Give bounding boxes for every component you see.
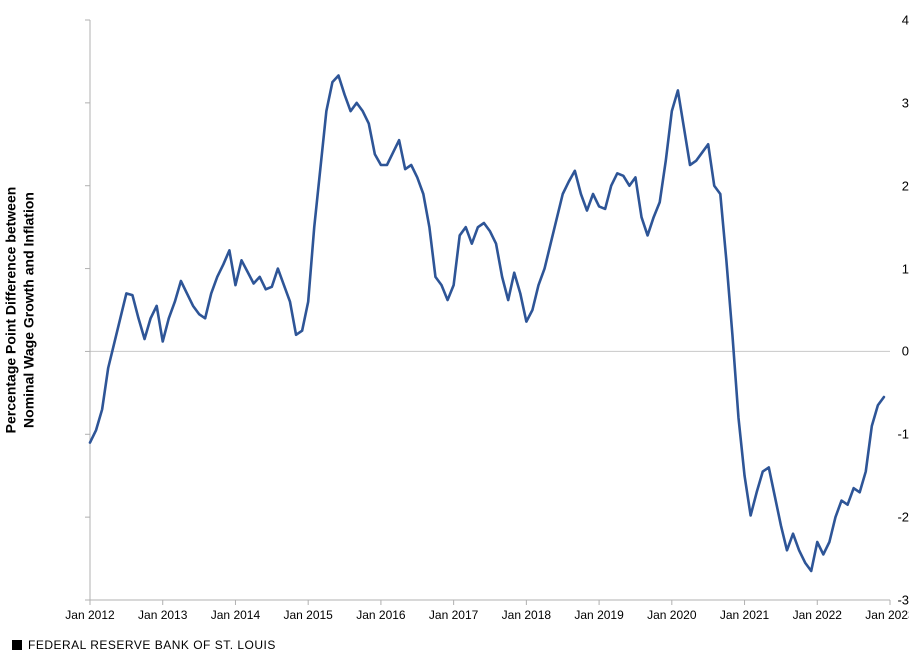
source-label: FEDERAL RESERVE BANK OF ST. LOUIS <box>12 638 276 652</box>
x-tick-label: Jan 2016 <box>356 608 405 622</box>
y-tick-label: 0 <box>831 344 909 359</box>
x-tick-label: Jan 2017 <box>429 608 478 622</box>
source-marker-icon <box>12 640 22 650</box>
y-tick-label: -1 <box>831 427 909 442</box>
x-tick-label: Jan 2019 <box>574 608 623 622</box>
x-tick-label: Jan 2021 <box>720 608 769 622</box>
y-tick-label: -2 <box>831 510 909 525</box>
chart-plot-svg <box>90 20 890 600</box>
x-tick-label: Jan 2018 <box>502 608 551 622</box>
x-tick-label: Jan 2020 <box>647 608 696 622</box>
x-tick-label: Jan 2015 <box>283 608 332 622</box>
y-axis-label: Percentage Point Difference between Nomi… <box>3 187 38 434</box>
x-tick-label: Jan 2022 <box>793 608 842 622</box>
y-tick-label: 3 <box>831 95 909 110</box>
x-tick-label: Jan 2023 <box>865 608 909 622</box>
y-tick-label: -3 <box>831 593 909 608</box>
y-tick-label: 1 <box>831 261 909 276</box>
x-tick-label: Jan 2013 <box>138 608 187 622</box>
source-text: FEDERAL RESERVE BANK OF ST. LOUIS <box>28 638 276 652</box>
x-tick-label: Jan 2012 <box>65 608 114 622</box>
data-line <box>90 76 884 571</box>
y-tick-label: 4 <box>831 13 909 28</box>
wage-inflation-gap-chart: Percentage Point Difference between Nomi… <box>0 0 909 660</box>
y-tick-label: 2 <box>831 178 909 193</box>
x-tick-label: Jan 2014 <box>211 608 260 622</box>
